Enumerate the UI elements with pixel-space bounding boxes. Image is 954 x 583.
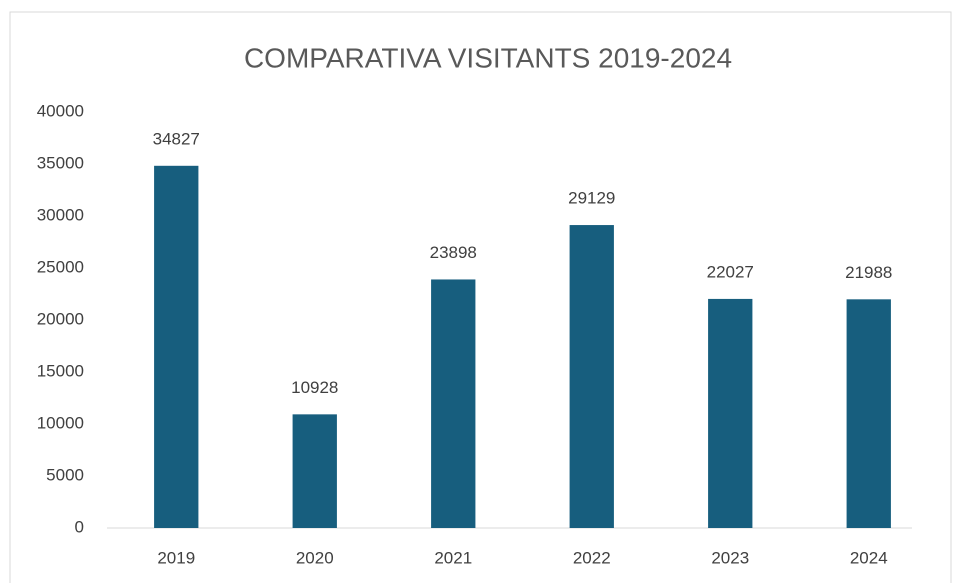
x-tick-label: 2023 (711, 548, 749, 567)
y-tick-label: 15000 (37, 361, 84, 380)
y-tick-label: 5000 (46, 465, 84, 484)
chart-frame (9, 11, 952, 583)
x-tick-label: 2020 (296, 548, 334, 567)
data-label: 10928 (291, 378, 338, 397)
x-tick-label: 2022 (573, 548, 611, 567)
data-label: 22027 (707, 262, 754, 281)
x-tick-label: 2019 (157, 548, 195, 567)
y-tick-label: 25000 (37, 257, 84, 276)
bar (569, 225, 614, 528)
y-tick-label: 20000 (37, 309, 84, 328)
data-label: 34827 (153, 129, 200, 148)
data-label: 21988 (845, 263, 892, 282)
y-tick-label: 30000 (37, 205, 84, 224)
x-tick-label: 2021 (434, 548, 472, 567)
y-tick-label: 10000 (37, 413, 84, 432)
y-tick-label: 35000 (37, 153, 84, 172)
y-tick-label: 40000 (37, 101, 84, 120)
bar (292, 414, 337, 528)
y-tick-label: 0 (75, 517, 84, 536)
bar (846, 299, 891, 528)
bar (708, 298, 753, 528)
bar (431, 279, 476, 528)
data-label: 29129 (568, 189, 615, 208)
bar (154, 165, 199, 528)
data-label: 23898 (430, 243, 477, 262)
x-tick-label: 2024 (850, 548, 888, 567)
chart-title: COMPARATIVA VISITANTS 2019-2024 (244, 42, 732, 73)
